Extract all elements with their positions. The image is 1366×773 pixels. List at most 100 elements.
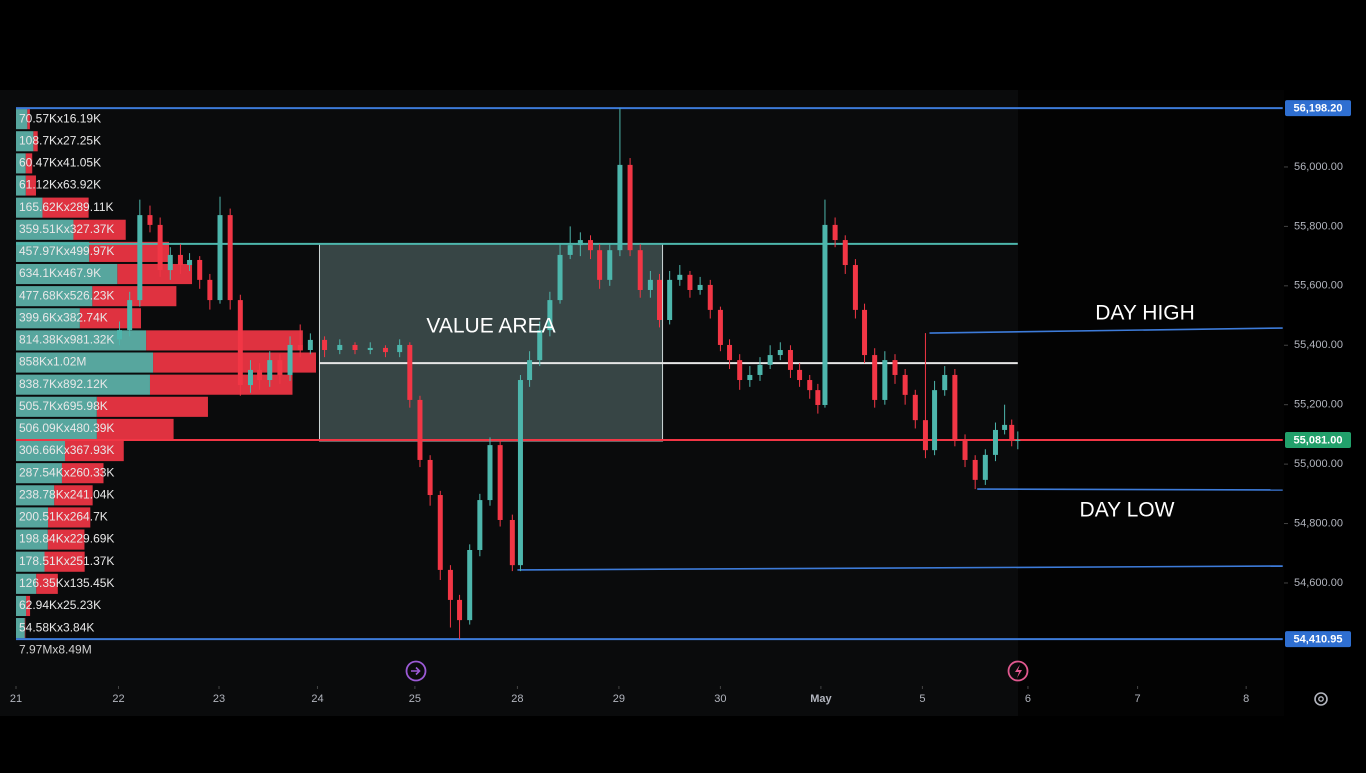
buy-volume-bar: [16, 618, 25, 639]
candle-body: [447, 569, 453, 600]
buy-volume-bar: [16, 131, 34, 152]
volume-row-label: 399.6Kx382.74K: [19, 310, 108, 324]
candle-body: [197, 259, 203, 280]
sell-volume-bar: [42, 197, 89, 218]
candle-body: [147, 215, 153, 225]
candle-body: [137, 215, 143, 301]
candle-body: [352, 344, 358, 351]
candle-body: [982, 454, 988, 480]
candle-body: [537, 330, 543, 361]
x-tick-label: 21: [10, 693, 22, 705]
candle-body: [962, 440, 968, 460]
x-tick-label: 29: [613, 693, 625, 705]
x-tick-label: May: [810, 693, 832, 705]
y-tick-label: 55,000.00: [1294, 458, 1343, 470]
y-tick-label: 55,800.00: [1294, 220, 1343, 232]
x-tick-label: 24: [311, 693, 323, 705]
candle-body: [767, 355, 773, 365]
buy-volume-bar: [16, 263, 118, 285]
candle-body: [707, 284, 713, 310]
volume-row-label: 506.09Kx480.39K: [19, 421, 114, 435]
buy-volume-bar: [16, 595, 27, 617]
alert-icon[interactable]: [1007, 660, 1029, 682]
candle-body: [607, 250, 613, 280]
value-area: [318, 243, 664, 442]
sell-volume-bar: [92, 286, 177, 307]
candle-body: [427, 459, 433, 496]
price-tag-label: 54,410.95: [1294, 634, 1343, 646]
candle-body: [322, 339, 328, 351]
y-tick-label: 54,800.00: [1294, 517, 1343, 529]
buy-volume-bar: [16, 418, 97, 439]
candle-body: [547, 300, 553, 331]
price-tag-label: 56,198.20: [1294, 102, 1343, 114]
candle-body: [337, 344, 343, 351]
sell-volume-bar: [25, 175, 36, 196]
settings-icon[interactable]: [1314, 692, 1328, 706]
y-tick-label: 55,200.00: [1294, 399, 1343, 411]
candle-body: [597, 250, 603, 280]
y-tick-label: 55,600.00: [1294, 280, 1343, 292]
x-tick-label: 25: [409, 693, 421, 705]
x-tick-label: 23: [213, 693, 225, 705]
buy-volume-bar: [16, 529, 48, 550]
candle-body: [1002, 424, 1008, 430]
sell-volume-bar: [117, 263, 193, 285]
sell-volume-bar: [25, 153, 33, 174]
candle-body: [815, 390, 821, 405]
sell-volume-bar: [33, 131, 38, 152]
candle-body: [297, 344, 303, 351]
candle-body: [457, 599, 463, 621]
buy-volume-bar: [16, 573, 37, 594]
candle-body: [167, 254, 173, 271]
sell-volume-bar: [73, 219, 126, 240]
labels: 70.57Kx16.19K 108.7Kx27.25K 60.47Kx41.05K 6…: [19, 111, 1195, 656]
candle-body: [617, 164, 623, 251]
candle-body: [509, 519, 515, 566]
candle-body: [807, 380, 813, 391]
candles: [117, 108, 1021, 640]
candle-body: [952, 374, 958, 441]
price-tag: [1285, 432, 1351, 449]
candle-body: [207, 279, 213, 301]
buy-volume-bar: [16, 109, 28, 130]
sell-volume-bar: [89, 241, 170, 262]
candle-body: [922, 420, 928, 451]
buy-volume-bar: [16, 286, 93, 307]
replay-icon[interactable]: [405, 660, 427, 682]
sell-volume-bar: [96, 396, 208, 417]
sell-volume-bar: [47, 529, 85, 550]
volume-profile: [16, 109, 316, 639]
sell-volume-bar: [48, 507, 91, 528]
candle-body: [187, 259, 193, 266]
candle-body: [777, 350, 783, 356]
sell-volume-bar: [149, 374, 293, 395]
volume-row-label: 54.58Kx3.84K: [19, 620, 94, 634]
volume-row-label: 70.57Kx16.19K: [19, 111, 101, 125]
candle-body: [657, 279, 663, 320]
candle-body: [882, 360, 888, 400]
candle-body: [727, 344, 733, 361]
candle-body: [747, 374, 753, 381]
buy-volume-bar: [16, 440, 65, 462]
volume-row-label: 359.51Kx327.37K: [19, 222, 114, 236]
candle-body: [912, 394, 918, 421]
sell-volume-bar: [64, 440, 124, 462]
buy-volume-bar: [16, 463, 62, 484]
sell-volume-bar: [146, 330, 303, 351]
candle-body: [737, 360, 743, 381]
candle-body: [307, 339, 313, 351]
x-tick-label: 6: [1025, 693, 1031, 705]
candle-body: [577, 240, 583, 246]
candle-body: [397, 344, 403, 353]
trend-line: [929, 327, 1283, 334]
future-area: [1018, 90, 1284, 716]
y-tick-label: 55,400.00: [1294, 339, 1343, 351]
volume-row-label: 61.12Kx63.92K: [19, 178, 101, 192]
buy-volume-bar: [16, 219, 74, 240]
volume-row-label: 126.35Kx135.45K: [19, 576, 114, 590]
trend-line: [517, 565, 1283, 571]
volume-row-label: 200.51Kx264.7K: [19, 510, 108, 524]
candle-body: [842, 240, 848, 266]
